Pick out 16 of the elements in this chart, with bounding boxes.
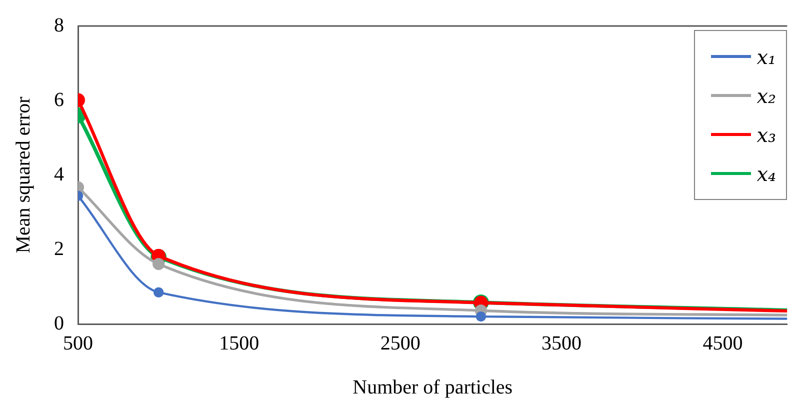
x-tick-label: 1500 [219,332,260,354]
x-tick-label: 4500 [702,332,743,354]
x-tick-label: 500 [63,332,93,354]
y-tick-label: 0 [54,312,64,334]
y-tick-label: 8 [54,14,64,36]
legend-label: x₃ [756,122,776,146]
legend-label: x₂ [756,84,776,108]
x-tick-label: 3500 [542,332,582,354]
y-axis-title: Mean squared error [12,96,34,254]
y-tick-label: 4 [54,163,64,186]
x-axis-title: Number of particles [352,376,513,398]
x-tick-label: 2500 [380,332,420,354]
y-tick-label: 2 [54,238,64,260]
legend-label: x₁ [756,44,776,68]
legend-label: x₄ [756,162,776,186]
y-tick-label: 6 [54,88,64,111]
